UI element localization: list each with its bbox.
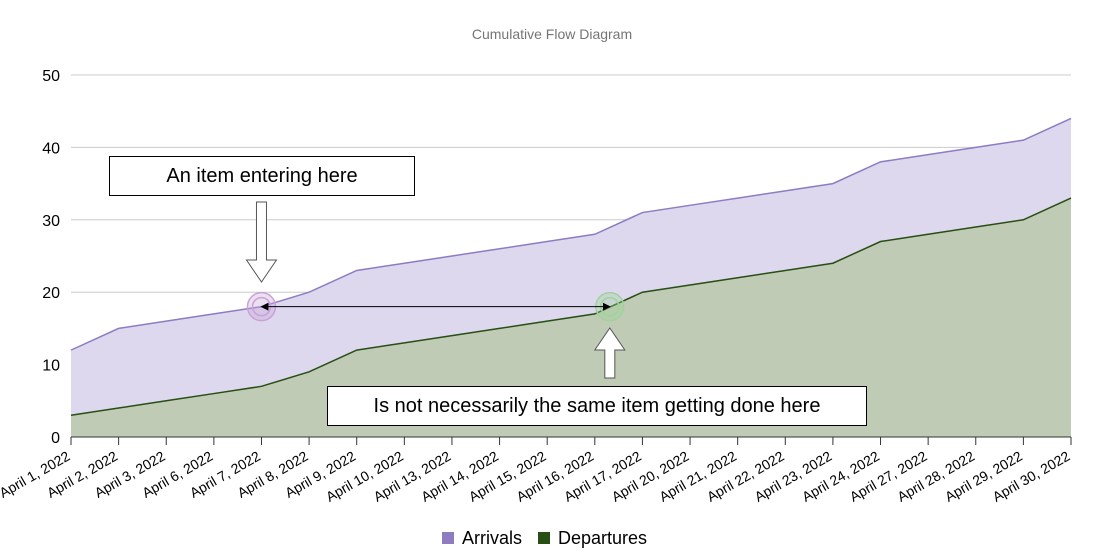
legend-label-departures: Departures: [558, 528, 647, 548]
up-arrow-icon: [593, 327, 626, 379]
annotation-item-done: Is not necessarily the same item getting…: [327, 386, 867, 426]
y-tick-label: 0: [51, 430, 60, 447]
line-arrivals: [70, 117, 1072, 351]
annotations: [245, 201, 626, 379]
y-tick-label: 50: [42, 68, 60, 85]
y-tick-label: 20: [42, 285, 60, 302]
legend-swatch-departures: [538, 532, 551, 544]
line-departures: [70, 197, 1072, 417]
down-arrow-icon: [245, 201, 278, 283]
annotation-item-entering: An item entering here: [109, 156, 415, 196]
legend-label-arrivals: Arrivals: [462, 528, 522, 548]
legend-swatch-arrivals: [442, 532, 454, 544]
chart-title: Cumulative Flow Diagram: [472, 26, 632, 42]
y-tick-label: 30: [42, 213, 60, 230]
chart-areas: [70, 117, 1072, 437]
y-tick-label: 40: [42, 140, 60, 157]
legend: Arrivals Departures: [442, 528, 647, 548]
y-tick-label: 10: [42, 358, 60, 375]
